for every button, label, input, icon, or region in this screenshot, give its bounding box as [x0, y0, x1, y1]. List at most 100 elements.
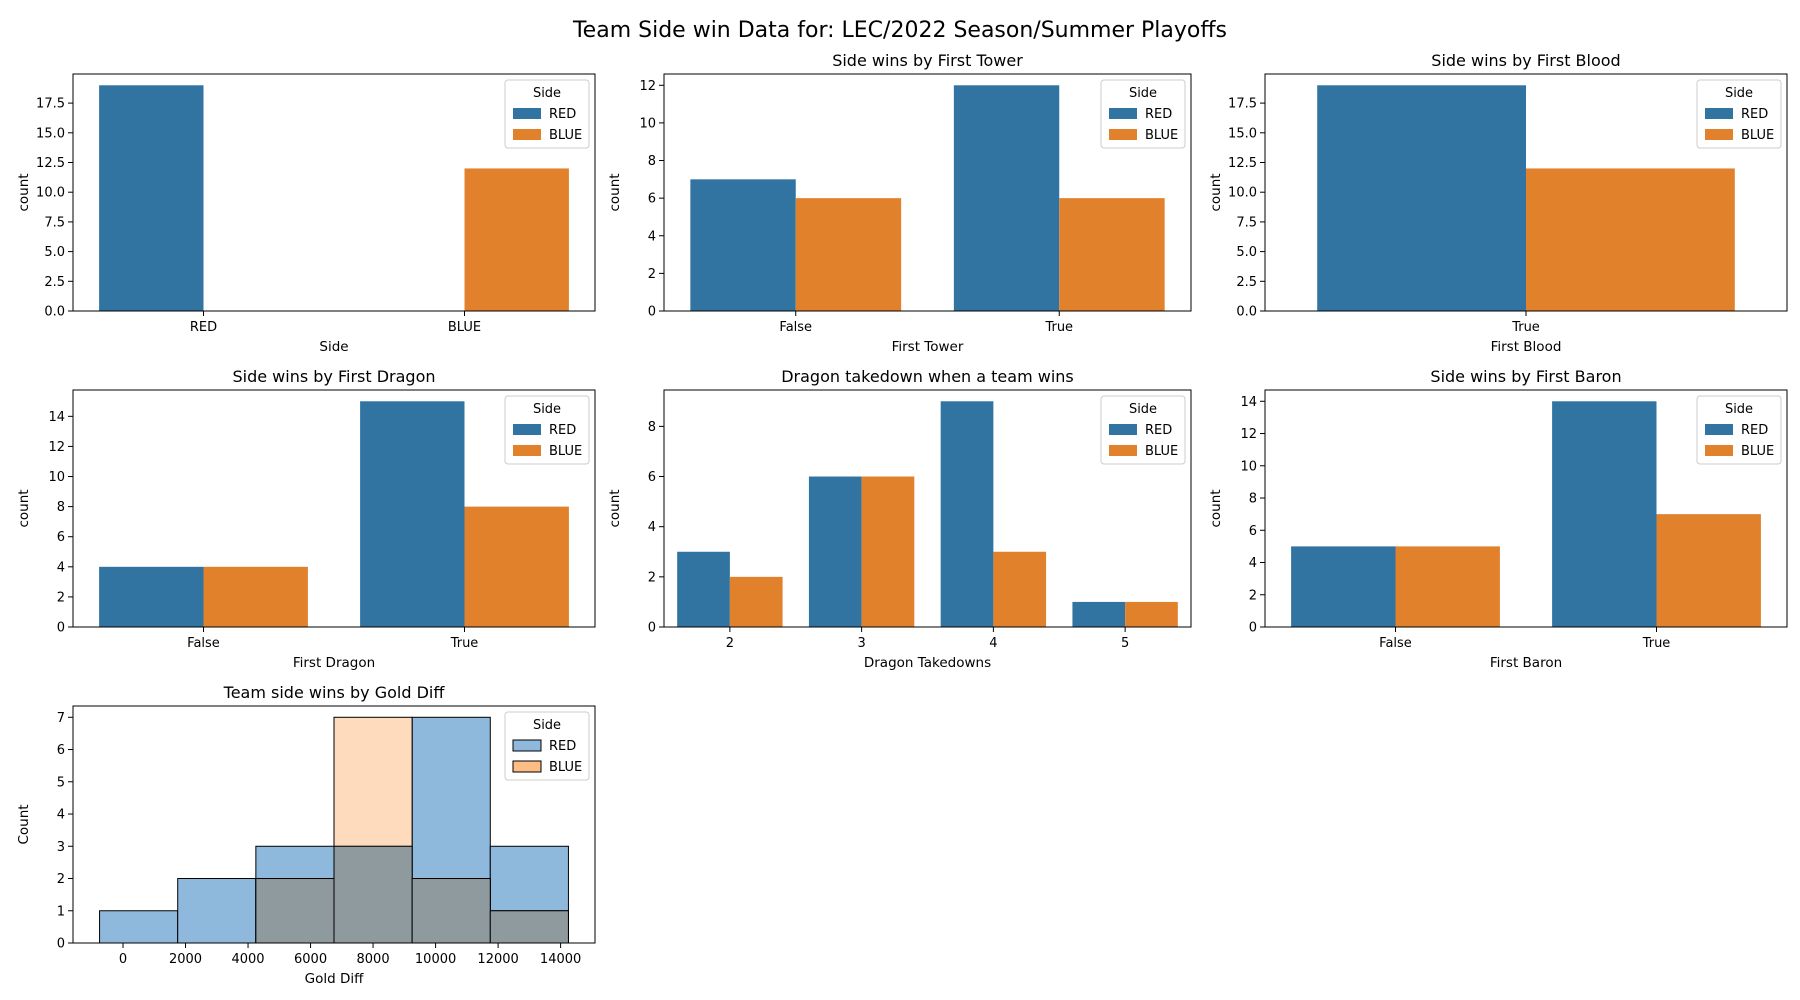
y-tick-label: 15.0: [1228, 126, 1257, 141]
y-tick-label: 4: [57, 560, 65, 575]
y-tick-label: 6: [57, 530, 65, 545]
y-axis-label: count: [607, 489, 623, 527]
legend-swatch-red: [1705, 424, 1733, 435]
legend-swatch-blue: [513, 129, 541, 140]
x-tick-label: True: [1642, 636, 1671, 651]
legend-label-blue: BLUE: [549, 444, 582, 459]
hist-bar-overlap: [255, 878, 335, 944]
x-tick-label: 6000: [294, 952, 327, 967]
y-axis-label: count: [16, 173, 32, 211]
y-tick-label: 5.0: [1236, 245, 1257, 260]
legend-label-red: RED: [549, 107, 576, 122]
x-axis-label: Side: [319, 339, 348, 355]
axes-frame: [72, 705, 596, 944]
y-tick-label: 7.5: [1236, 215, 1257, 230]
y-tick-label: 12.5: [36, 156, 65, 171]
x-axis-label: First Blood: [1491, 339, 1562, 355]
bar-red-5: [1072, 601, 1126, 627]
bars: [1291, 401, 1761, 627]
y-axis-label: Count: [16, 804, 32, 844]
bar-red-true: [360, 401, 465, 627]
chart-title: Side wins by First Baron: [1430, 367, 1621, 386]
bars: [99, 85, 569, 312]
legend-label-blue: BLUE: [549, 128, 582, 143]
bar-blue-false: [1395, 546, 1500, 627]
y-tick-label: 6: [57, 743, 65, 758]
chart-title: Dragon takedown when a team wins: [781, 367, 1074, 386]
bar-red-false: [99, 566, 204, 627]
legend-label-red: RED: [1741, 423, 1768, 438]
y-tick-label: 2: [57, 872, 65, 887]
x-tick-label: False: [1379, 636, 1412, 651]
chart-title: Side wins by First Blood: [1431, 51, 1620, 70]
chart-first-blood: 0.0 2.5 5.0 7.5 10.0 12.5 15.0 17.5 True Side win…: [1208, 51, 1788, 355]
legend-label-red: RED: [549, 423, 576, 438]
x-tick-label: 14000: [540, 952, 581, 967]
y-tick-label: 0.0: [44, 305, 65, 320]
x-tick-label: False: [779, 320, 812, 335]
legend-label-blue: BLUE: [1741, 128, 1774, 143]
legend: Side RED BLUE: [504, 79, 590, 149]
y-tick-label: 8: [648, 420, 656, 435]
y-tick-label: 17.5: [36, 97, 65, 112]
hist-bar-red: [177, 878, 257, 944]
legend-label-red: RED: [1145, 423, 1172, 438]
chart-first-tower: 0 2 4 6 8 10 12 False True Side wins by First Tow…: [607, 51, 1192, 355]
y-tick-label: 4: [648, 229, 656, 244]
x-axis-label: Dragon Takedowns: [864, 655, 991, 671]
legend: Side RED BLUE: [1100, 395, 1186, 465]
y-tick-label: 0: [1249, 621, 1257, 636]
hist-bar-overlap: [333, 845, 413, 944]
y-tick-label: 2.5: [1236, 275, 1257, 290]
x-tick-label: True: [1511, 320, 1540, 335]
y-tick-label: 0: [57, 621, 65, 636]
legend: Side RED BLUE: [504, 395, 590, 465]
y-tick-label: 7.5: [44, 215, 65, 230]
legend-swatch-blue: [1109, 129, 1137, 140]
chart-side: 0.0 2.5 5.0 7.5 10.0 12.5 15.0 17.5 RED BLUE Side c…: [16, 73, 596, 355]
hist-bar-red: [99, 910, 179, 944]
y-tick-label: 8: [1249, 492, 1257, 507]
y-tick-label: 7: [57, 711, 65, 726]
y-axis-label: count: [607, 173, 623, 211]
y-tick-label: 14: [1240, 395, 1257, 410]
hist-bar-overlap: [489, 910, 569, 944]
bars: [690, 85, 1165, 312]
y-axis-label: count: [16, 489, 32, 527]
bar-red-2: [677, 551, 730, 627]
y-tick-label: 10.0: [36, 186, 65, 201]
y-tick-label: 2.5: [44, 275, 65, 290]
legend-title: Side: [533, 86, 561, 101]
y-tick-label: 6: [1249, 524, 1257, 539]
legend-swatch-red: [1109, 424, 1137, 435]
legend-title: Side: [1725, 86, 1753, 101]
y-tick-label: 0.0: [1236, 305, 1257, 320]
bar-red-true: [953, 85, 1060, 312]
y-tick-label: 12: [639, 79, 656, 94]
bar-blue-4: [993, 551, 1047, 627]
bar-blue-blue: [464, 168, 569, 311]
bar-red-true: [1552, 401, 1657, 627]
bar-blue-true: [464, 506, 569, 627]
bars: [677, 401, 1178, 627]
legend-swatch-blue: [1705, 445, 1733, 456]
x-tick-label: True: [1044, 320, 1073, 335]
y-tick-label: 10.0: [1228, 186, 1257, 201]
x-tick-label: 5: [1121, 636, 1129, 651]
legend-label-red: RED: [549, 739, 576, 754]
y-tick-label: 8: [648, 154, 656, 169]
legend: Side RED BLUE: [1696, 395, 1782, 465]
y-tick-label: 12: [1240, 427, 1257, 442]
y-tick-label: 0: [648, 621, 656, 636]
legend: Side RED BLUE: [1100, 79, 1186, 149]
legend-swatch-blue: [513, 445, 541, 456]
y-tick-label: 3: [57, 840, 65, 855]
bar-red-true: [1317, 85, 1526, 312]
y-tick-label: 4: [57, 808, 65, 823]
figure-suptitle: Team Side win Data for: LEC/2022 Season/…: [572, 18, 1227, 43]
x-tick-label: 3: [857, 636, 865, 651]
y-tick-label: 1: [57, 904, 65, 919]
x-tick-label: 8000: [357, 952, 390, 967]
